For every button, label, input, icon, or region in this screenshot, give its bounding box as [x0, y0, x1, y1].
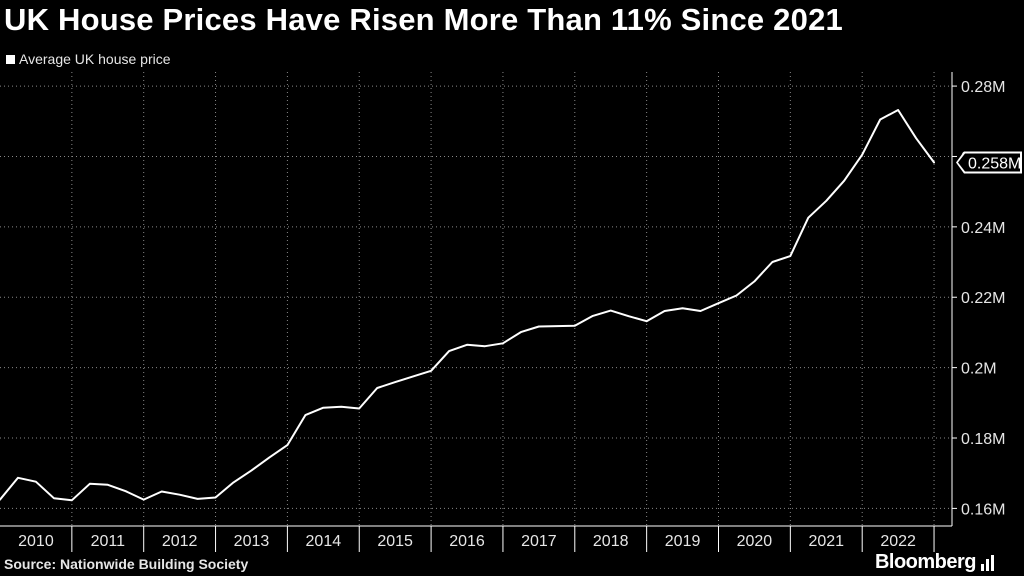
series [0, 109, 935, 502]
x-tick-label: 2019 [665, 533, 701, 550]
chart-title: UK House Prices Have Risen More Than 11%… [4, 2, 843, 37]
bloomberg-logo: Bloomberg [875, 551, 994, 574]
x-tick-label: 2015 [377, 533, 413, 550]
grid [0, 72, 952, 526]
x-tick-label: 2020 [737, 533, 773, 550]
x-tick-label: 2012 [162, 533, 198, 550]
x-tick-label: 2010 [18, 533, 54, 550]
y-tick-label: 0.22M [961, 290, 1005, 307]
last-value-marker-inner [958, 153, 1020, 172]
x-tick-label: 2016 [449, 533, 485, 550]
bar-logo-icon [981, 554, 994, 571]
labels: 0.258M [956, 151, 1022, 174]
x-tick-label: 2017 [521, 533, 557, 550]
y-tick-label: 0.24M [961, 220, 1005, 237]
y-tick-label: 0.16M [961, 501, 1005, 518]
x-tick-label: 2022 [880, 533, 916, 550]
y-tick-label: 0.2M [961, 361, 997, 378]
source-note: Source: Nationwide Building Society [4, 556, 249, 572]
legend: Average UK house price [6, 51, 171, 67]
legend-label: Average UK house price [19, 51, 171, 67]
y-tick-label: 0.28M [961, 79, 1005, 96]
series-line [0, 109, 935, 502]
last-value-label: 0.258M [968, 155, 1021, 172]
x-tick-label: 2018 [593, 533, 629, 550]
x-tick-label: 2013 [234, 533, 270, 550]
legend-swatch [6, 54, 15, 64]
x-tick-label: 2021 [808, 533, 844, 550]
x-tick-label: 2011 [91, 533, 126, 550]
brand-text: Bloomberg [874, 551, 977, 573]
x-tick-label: 2014 [306, 533, 342, 550]
y-tick-label: 0.18M [961, 431, 1005, 448]
